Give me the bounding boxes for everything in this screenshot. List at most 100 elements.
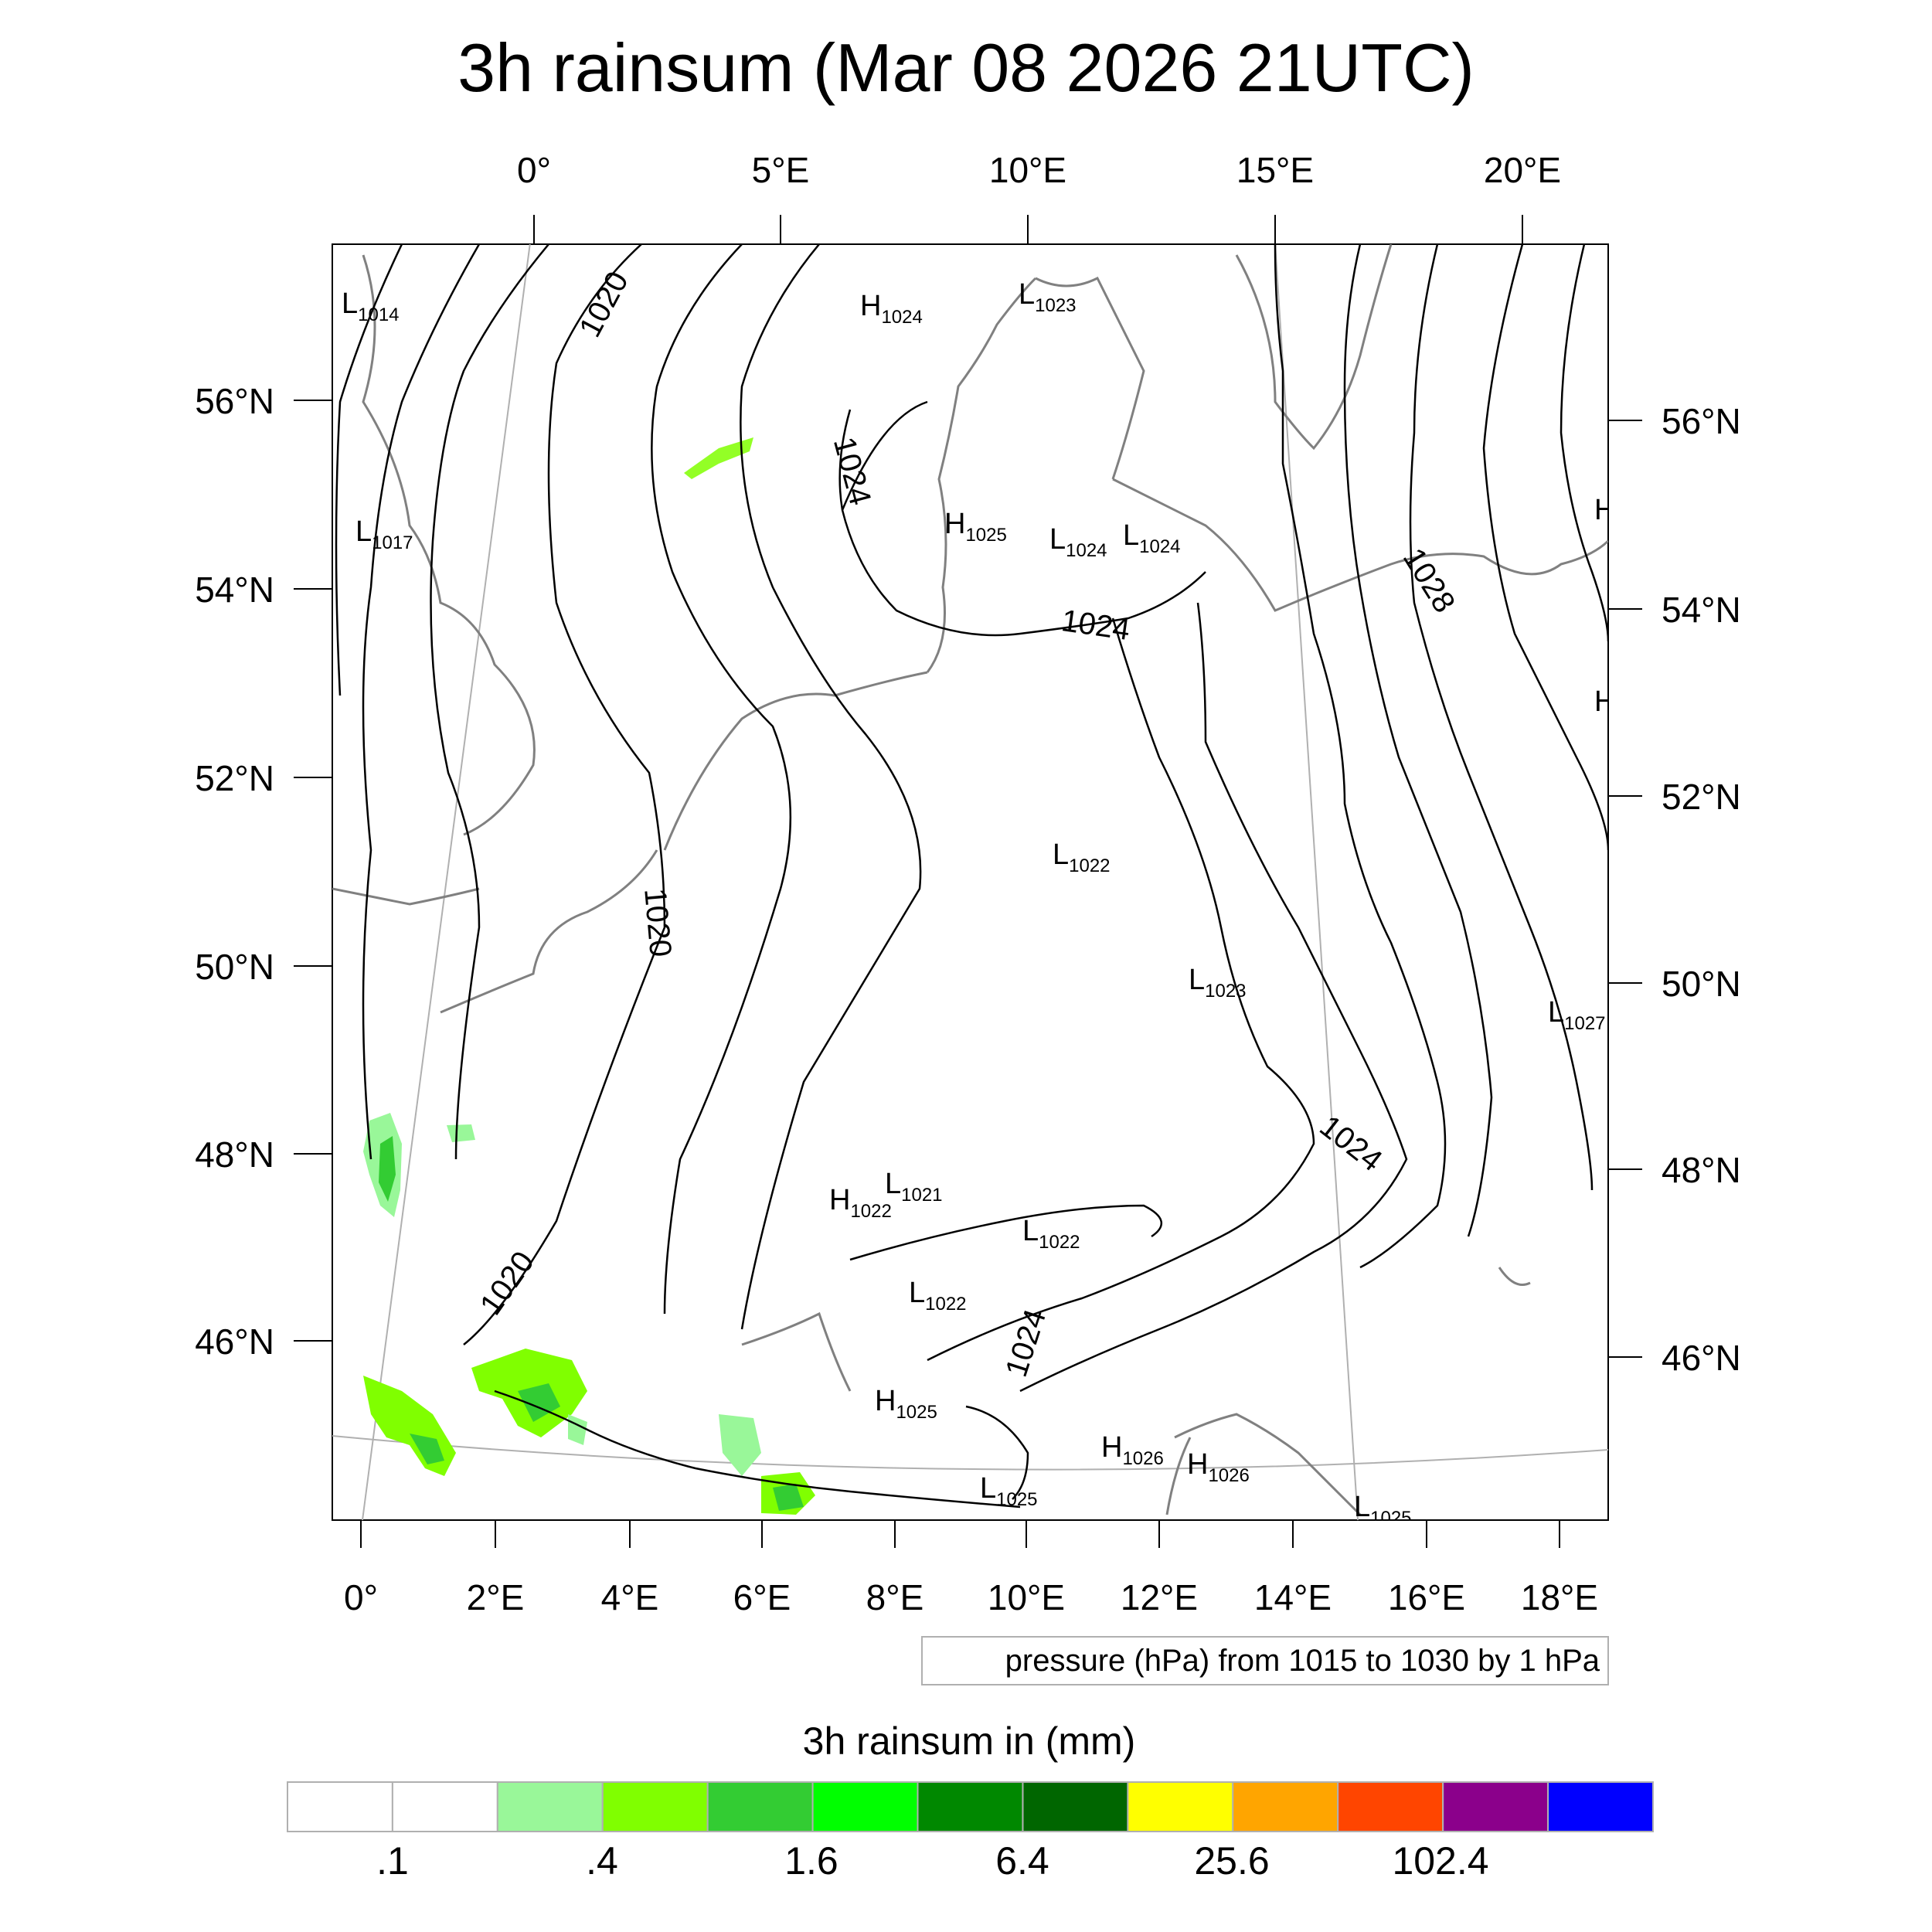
coastlines-and-borders (332, 244, 1608, 1516)
left-lat-label: 54°N (195, 570, 274, 610)
bottom-lon-label: 16°E (1388, 1577, 1465, 1617)
colorbar-label: 1.6 (784, 1839, 838, 1883)
pressure-center: L1025 (1354, 1491, 1412, 1529)
pressure-info-text: pressure (hPa) from 1015 to 1030 by 1 hP… (1005, 1644, 1600, 1678)
precip-patch-north-sea (684, 437, 753, 479)
pressure-info-box: pressure (hPa) from 1015 to 1030 by 1 hP… (921, 1636, 1609, 1685)
bottom-lon-label: 10°E (988, 1577, 1065, 1617)
left-lat-label: 56°N (195, 381, 274, 421)
isobar-8 (841, 400, 928, 511)
colorbar-box (811, 1781, 919, 1832)
pressure-center: H1025 (875, 1385, 937, 1423)
bottom-lon-label: 0° (344, 1577, 378, 1617)
isobar-3 (430, 244, 549, 1160)
left-lat-label: 46°N (195, 1321, 274, 1362)
colorbar-boxes (287, 1781, 1654, 1832)
pressure-center: H (1594, 685, 1615, 718)
colorbar-box (496, 1781, 604, 1832)
pressure-center: L1022 (1022, 1215, 1080, 1253)
colorbar-box (1127, 1781, 1234, 1832)
pressure-center: L1027 (1548, 996, 1606, 1034)
pressure-center: H1025 (944, 508, 1007, 546)
border-swiss-italy (741, 1311, 852, 1392)
colorbar-label: 102.4 (1392, 1839, 1488, 1883)
graticule (332, 244, 1608, 1520)
isobar-1 (335, 244, 403, 696)
precip-patch-west-48n-core (379, 1136, 396, 1202)
colorbar-box (917, 1781, 1024, 1832)
border-poland-czech (1498, 1267, 1531, 1286)
right-lat-label: 50°N (1662, 964, 1741, 1004)
top-lon-label: 10°E (989, 150, 1066, 190)
colorbar-box (287, 1781, 393, 1832)
top-lon-label: 15°E (1236, 150, 1314, 190)
border-france-north (332, 887, 480, 906)
bottom-lon-label: 14°E (1254, 1577, 1332, 1617)
right-lat-label: 46°N (1662, 1338, 1741, 1378)
isobar-label: 1020 (638, 887, 678, 958)
left-lat-label: 50°N (195, 947, 274, 987)
pressure-center: L1024 (1123, 519, 1181, 557)
pressure-center: H1026 (1187, 1448, 1250, 1486)
pressure-center: L1022 (909, 1277, 967, 1315)
pressure-center: L1023 (1019, 278, 1077, 316)
pressure-center: L1021 (885, 1168, 943, 1206)
right-latitude-axis: 56°N 54°N 52°N 50°N 48°N 46°N (1608, 401, 1741, 1378)
precip-patch-south (719, 1414, 761, 1476)
isobar-12 (1343, 244, 1493, 1237)
coastline-germany-denmark (926, 277, 1037, 673)
top-longitude-axis: 0° 5°E 10°E 15°E 20°E (517, 150, 1561, 244)
bottom-lon-label: 2°E (467, 1577, 525, 1617)
left-lat-label: 48°N (195, 1134, 274, 1175)
colorbar-label: 25.6 (1194, 1839, 1269, 1883)
precip-patch-alps-core (773, 1484, 804, 1511)
bottom-lon-label: 8°E (866, 1577, 924, 1617)
coastline-italy-north (1165, 1437, 1192, 1515)
isobar-10 (1019, 602, 1408, 1393)
coastline-uk-east (362, 254, 536, 836)
right-lat-label: 48°N (1662, 1150, 1741, 1190)
colorbar-box (1442, 1781, 1549, 1832)
isobar-13 (1409, 244, 1594, 1191)
map-area: L1014 L1017 H1024 L1023 H1025 L1024 L102… (332, 243, 1615, 1529)
right-lat-label: 52°N (1662, 777, 1741, 817)
coastline-adriatic (1174, 1413, 1362, 1516)
border-france-belgium (440, 849, 658, 1014)
pressure-center: L1025 (980, 1472, 1038, 1510)
top-lon-label: 5°E (752, 150, 810, 190)
isobar-7 (838, 409, 1206, 637)
top-lon-label: 20°E (1484, 150, 1561, 190)
colorbar-box (1337, 1781, 1444, 1832)
coastline-baltic (1112, 478, 1608, 612)
right-lat-label: 54°N (1662, 590, 1741, 630)
isobars (335, 244, 1608, 1509)
pressure-center: H1026 (1101, 1431, 1164, 1469)
colorbar-label: .1 (376, 1839, 409, 1883)
colorbar-title: 3h rainsum in (mm) (803, 1719, 1136, 1763)
colorbar-box (601, 1781, 709, 1832)
pressure-center: L1017 (355, 515, 413, 553)
isobar-14 (1482, 244, 1608, 851)
colorbar-box (1232, 1781, 1339, 1832)
left-lat-label: 52°N (195, 758, 274, 798)
colorbar-label: 6.4 (995, 1839, 1049, 1883)
colorbar-box (1547, 1781, 1654, 1832)
left-latitude-axis: 56°N 54°N 52°N 50°N 48°N 46°N (195, 381, 332, 1362)
map-frame (332, 243, 1609, 1521)
colorbar-label: .4 (586, 1839, 618, 1883)
colorbar-box (391, 1781, 498, 1832)
isobar-5 (651, 244, 792, 1315)
bottom-lon-label: 12°E (1121, 1577, 1198, 1617)
top-lon-label: 0° (517, 150, 551, 190)
pressure-center: L1022 (1053, 838, 1111, 876)
pressure-center: H1022 (829, 1184, 892, 1222)
bottom-lon-label: 4°E (601, 1577, 659, 1617)
isobar-south-3 (849, 1204, 1163, 1261)
figure-title: 3h rainsum (Mar 08 2026 21UTC) (457, 29, 1475, 106)
isobar-15 (1560, 244, 1608, 642)
coastline-netherlands (663, 671, 928, 851)
right-lat-label: 56°N (1662, 401, 1741, 441)
precip-patch-48n-east (447, 1124, 475, 1142)
isobar-9 (927, 617, 1315, 1362)
